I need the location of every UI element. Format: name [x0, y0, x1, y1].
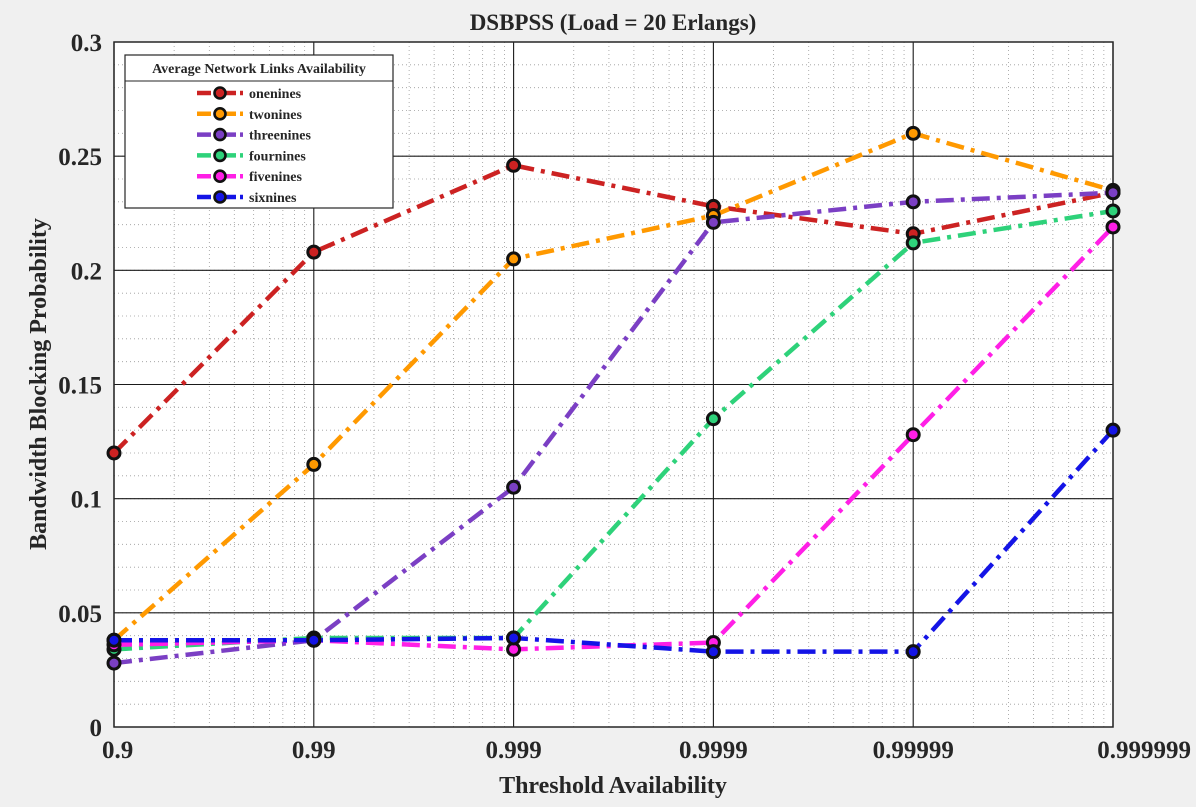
- y-tick-label: 0.25: [58, 144, 102, 171]
- y-tick-label: 0.1: [71, 487, 102, 514]
- data-point-sixnines: [306, 632, 322, 648]
- data-point-threenines: [506, 479, 522, 495]
- x-tick-label: 0.99999: [873, 737, 954, 764]
- data-point-fournines: [1105, 203, 1121, 219]
- series-line-onenines: [112, 163, 1114, 455]
- y-tick-label: 0.15: [58, 373, 102, 400]
- legend-title: Average Network Links Availability: [152, 62, 366, 77]
- data-point-threenines: [705, 214, 721, 230]
- legend-label-twonines: twonines: [249, 108, 302, 123]
- data-point-twonines: [306, 456, 322, 472]
- y-tick-label: 0.3: [71, 30, 102, 57]
- data-point-sixnines: [106, 632, 122, 648]
- data-point-onenines: [106, 445, 122, 461]
- data-point-sixnines: [506, 630, 522, 646]
- x-tick-label: 0.9999: [679, 737, 748, 764]
- legend-items: onenines twonines threenines fournines fiven…: [197, 86, 312, 206]
- chart-title: DSBPSS (Load = 20 Erlangs): [470, 10, 757, 35]
- legend: Average Network Links Availability oneni…: [124, 54, 394, 209]
- legend-label-fivenines: fivenines: [249, 170, 302, 185]
- data-point-twonines: [905, 125, 921, 141]
- data-point-threenines: [1105, 185, 1121, 201]
- legend-item-twonines: twonines: [197, 107, 302, 123]
- data-point-fivenines: [1105, 219, 1121, 235]
- data-point-twonines: [506, 251, 522, 267]
- x-tick-label: 0.999: [485, 737, 541, 764]
- legend-item-sixnines: sixnines: [197, 190, 297, 206]
- legend-marker-fournines: [213, 148, 227, 163]
- legend-label-onenines: onenines: [249, 87, 302, 102]
- series-line-twonines: [112, 131, 1114, 642]
- series-line-fivenines: [113, 225, 1115, 652]
- data-point-fournines: [705, 411, 721, 427]
- tick-labels: 0.9 0.99 0.999 0.9999 0.99999 0.999999 0 0.05 0.…: [58, 30, 1191, 764]
- y-tick-label: 0.2: [71, 258, 102, 285]
- legend-item-fournines: fournines: [197, 148, 306, 164]
- x-tick-label: 0.99: [292, 737, 336, 764]
- data-point-onenines: [506, 157, 522, 173]
- data-point-sixnines: [905, 644, 921, 660]
- series-line-threenines: [113, 190, 1114, 666]
- data-point-threenines: [106, 655, 122, 671]
- legend-item-fivenines: fivenines: [197, 169, 302, 185]
- series-line-fournines: [113, 208, 1114, 652]
- legend-item-onenines: onenines: [197, 86, 302, 102]
- data-point-fivenines: [905, 427, 921, 443]
- series-sixnines: [106, 422, 1121, 660]
- y-tick-label: 0: [90, 715, 103, 742]
- plot-frame: [113, 41, 1114, 728]
- legend-marker-fivenines: [213, 169, 227, 183]
- y-axis-label: Bandwidth Blocking Probability: [26, 218, 52, 550]
- legend-marker-sixnines: [213, 190, 227, 204]
- data-point-fournines: [905, 235, 921, 251]
- legend-item-threenines: threenines: [197, 127, 312, 144]
- legend-marker-threenines: [213, 127, 227, 142]
- x-tick-label: 0.999999: [1097, 737, 1191, 764]
- data-point-onenines: [306, 244, 322, 260]
- legend-marker-onenines: [213, 86, 227, 100]
- x-axis-label: Threshold Availability: [499, 773, 727, 799]
- data-point-sixnines: [1105, 422, 1121, 438]
- x-tick-label: 0.9: [102, 737, 133, 764]
- y-tick-label: 0.05: [58, 601, 102, 628]
- series-layer: [106, 125, 1121, 671]
- legend-label-sixnines: sixnines: [249, 191, 297, 206]
- data-point-threenines: [905, 194, 921, 210]
- legend-label-fournines: fournines: [249, 149, 306, 164]
- data-point-sixnines: [705, 644, 721, 660]
- legend-label-threenines: threenines: [249, 129, 312, 144]
- legend-marker-twonines: [213, 107, 227, 121]
